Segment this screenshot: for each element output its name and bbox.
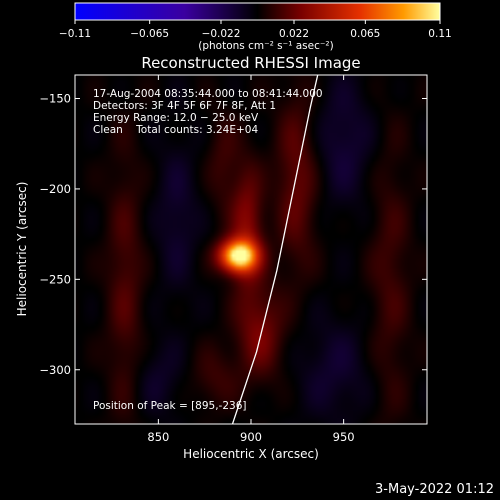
peak-position-label: Position of Peak = [895,-236] [93,400,247,412]
x-tick-label: 950 [333,430,355,444]
y-tick-label: −150 [39,92,71,106]
time-range-label: 17-Aug-2004 08:35:44.000 to 08:41:44.000 [93,88,323,100]
x-axis-label: Heliocentric X (arcsec) [183,447,319,461]
detectors-label: Detectors: 3F 4F 5F 6F 7F 8F, Att 1 [93,100,276,112]
date-stamp: 3-May-2022 01:12 [375,482,494,497]
y-axis-label: Heliocentric Y (arcsec) [15,182,29,317]
colorbar-tick-label: −0.022 [202,28,241,40]
method-label: Clean Total counts: 3.24E+04 [93,124,258,136]
colorbar-ticks: −0.11 −0.065 −0.022 0.022 0.065 0.11 [59,20,452,40]
colorbar [74,2,441,21]
y-tick-label: −200 [39,182,71,196]
colorbar-tick-label: 0.022 [279,28,309,40]
y-tick-label: −300 [39,363,71,377]
colorbar-tick-label: −0.065 [130,28,169,40]
x-tick-label: 900 [240,430,262,444]
y-tick-label: −250 [39,272,71,286]
axis-ticks: 850 900 950 −150 −200 −250 −300 [39,75,427,444]
solar-limb-line [231,75,319,424]
colorbar-tick-label: 0.11 [428,28,451,40]
heatmap-image [75,75,427,424]
energy-range-label: Energy Range: 12.0 − 25.0 keV [93,112,259,124]
colorbar-units: (photons cm⁻² s⁻¹ asec⁻²) [198,40,333,52]
chart-title: Reconstructed RHESSI Image [141,54,360,72]
colorbar-tick-label: 0.065 [350,28,380,40]
x-tick-label: 850 [147,430,169,444]
colorbar-tick-label: −0.11 [59,28,91,40]
